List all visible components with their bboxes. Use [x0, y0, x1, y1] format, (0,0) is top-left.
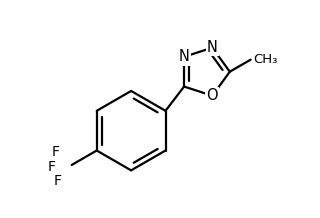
Text: CH₃: CH₃: [253, 53, 278, 66]
Text: N: N: [207, 40, 218, 55]
Text: F: F: [52, 145, 60, 159]
Text: O: O: [206, 88, 218, 103]
Text: F: F: [53, 174, 61, 188]
Text: F: F: [47, 160, 55, 174]
Text: N: N: [179, 49, 189, 64]
